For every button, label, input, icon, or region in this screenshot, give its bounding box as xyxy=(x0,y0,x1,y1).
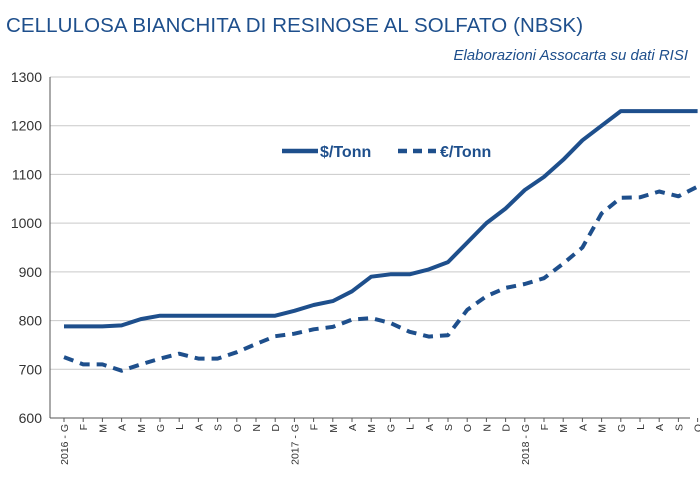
y-tick-label: 600 xyxy=(19,410,43,426)
x-tick-label: A xyxy=(654,424,666,431)
series-lines xyxy=(63,109,699,373)
x-tick-label: M xyxy=(597,424,609,433)
x-tick-label: D xyxy=(501,424,513,432)
x-tick-label: A xyxy=(577,424,589,431)
x-tick-label: A xyxy=(193,424,205,431)
y-tick-label: 900 xyxy=(19,264,43,280)
y-tick-label: 1100 xyxy=(12,166,42,182)
x-tick-label: G xyxy=(385,424,397,432)
axes xyxy=(49,77,699,422)
x-tick-label: O xyxy=(462,424,474,432)
x-tick-label: S xyxy=(443,424,455,431)
x-tick-label: F xyxy=(78,424,90,430)
x-tick-label: A xyxy=(424,424,436,431)
y-tick-label: 800 xyxy=(19,313,43,329)
x-tick-label: 2017 - G xyxy=(289,424,301,465)
legend-label-usd: $/Tonn xyxy=(320,144,371,161)
y-tick-label: 700 xyxy=(19,361,43,377)
x-tick-label: F xyxy=(309,424,321,430)
x-tick-label: G xyxy=(616,424,628,432)
x-tick-label: O xyxy=(693,424,700,432)
x-tick-labels: 2016 - G F M A M G L A S O N D 2017 - G F M A M G L A S O N D 20… xyxy=(59,424,700,465)
x-tick-label: M xyxy=(366,424,378,433)
x-tick-label: A xyxy=(117,424,129,431)
series-line-eur xyxy=(63,184,699,373)
grid-lines xyxy=(50,76,690,419)
x-tick-label: M xyxy=(328,424,340,433)
series-line-usd xyxy=(64,109,698,329)
x-tick-label: A xyxy=(347,424,359,431)
x-tick-label: L xyxy=(405,424,417,430)
y-tick-label: 1200 xyxy=(11,118,42,134)
x-tick-label: N xyxy=(481,424,493,432)
legend: $/Tonn €/Tonn xyxy=(282,144,491,161)
x-tick-label: S xyxy=(673,424,685,431)
y-tick-label: 1300 xyxy=(11,69,42,85)
x-tick-label: M xyxy=(558,424,570,433)
x-tick-label: D xyxy=(270,424,282,432)
x-tick-label: O xyxy=(232,424,244,432)
x-tick-label: N xyxy=(251,424,263,432)
y-tick-labels: 600 700 800 900 1000 1100 1200 1300 xyxy=(11,69,42,426)
chart-subtitle: Elaborazioni Assocarta su dati RISI xyxy=(453,47,688,64)
chart-title: CELLULOSA BIANCHITA DI RESINOSE AL SOLFA… xyxy=(6,14,584,37)
x-tick-label: M xyxy=(97,424,109,433)
legend-label-eur: €/Tonn xyxy=(440,144,491,161)
x-tick-label: M xyxy=(136,424,148,433)
x-tick-label: F xyxy=(539,424,551,430)
x-tick-label: 2016 - G xyxy=(59,424,71,465)
x-tick-label: S xyxy=(213,424,225,431)
x-tick-label: 2018 - G xyxy=(520,424,532,465)
x-tick-label: G xyxy=(155,424,167,432)
x-tick-label: L xyxy=(635,424,647,430)
y-tick-label: 1000 xyxy=(11,215,42,231)
x-tick-label: L xyxy=(174,424,186,430)
